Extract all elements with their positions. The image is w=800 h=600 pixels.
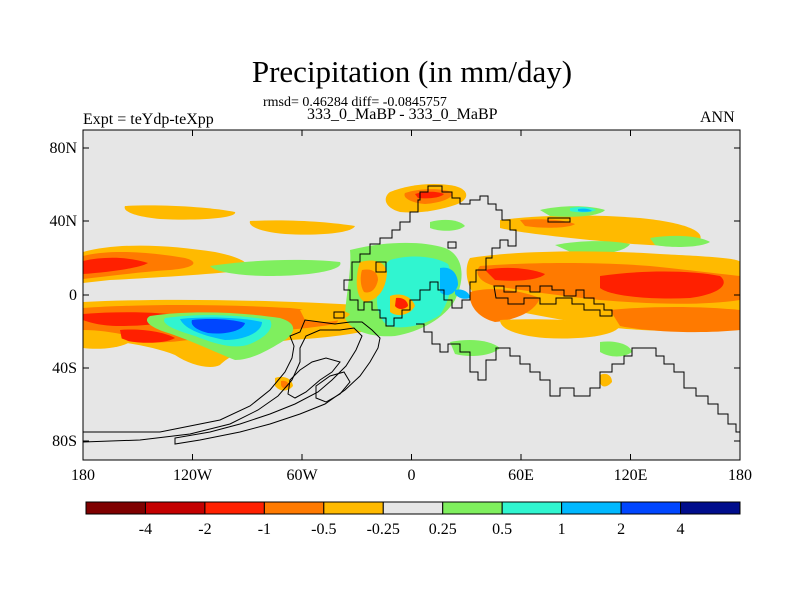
colorbar-label: -4 — [139, 521, 152, 538]
season-label: ANN — [700, 109, 735, 126]
coastline-north-island — [547, 217, 571, 223]
anomaly-north-green-belt — [210, 259, 341, 276]
lat-axis — [83, 147, 740, 442]
lon-label-60e: 60E — [508, 467, 534, 484]
colorbar-box — [620, 501, 682, 515]
lat-label-80s: 80S — [52, 433, 77, 450]
lat-label-40s: 40S — [52, 360, 77, 377]
coastline-south-inner-ring — [287, 357, 341, 399]
coastline-north-continent — [343, 185, 517, 327]
lon-labels: 180 120W 60W 0 60E 120E 180 — [71, 467, 752, 484]
anomaly-south-orange — [500, 319, 620, 339]
lon-axis — [82, 130, 741, 460]
colorbar-box — [263, 501, 325, 515]
colorbar: -4 -2 -1 -0.5 -0.25 0.25 0.5 1 2 4 — [85, 501, 741, 538]
coastline-south-inner-ring-2 — [315, 371, 351, 403]
colorbar-box — [144, 501, 206, 515]
anomaly-south-pacific-orange — [83, 335, 130, 349]
anomaly-south-small-orange-2 — [600, 373, 612, 387]
colorbar-label: -0.5 — [311, 521, 336, 538]
stats-line: rmsd= 0.46284 diff= -0.0845757 — [263, 95, 447, 110]
plot-subtitle: 333_0_MaBP - 333_0_MaBP — [307, 106, 498, 123]
coastline-east-islands — [493, 285, 613, 317]
anomaly-north-pacific-core — [83, 257, 148, 274]
colorbar-label: 2 — [617, 521, 625, 538]
colorbar-box — [501, 501, 563, 515]
colorbar-box — [561, 501, 622, 515]
colorbar-label: 4 — [677, 521, 685, 538]
anomaly-north-orange-belt — [124, 205, 236, 220]
coastline-south-continent-west — [82, 319, 381, 445]
anomaly-north-atlantic-green — [430, 219, 465, 231]
anomaly-east-core — [600, 271, 724, 299]
colorbar-box — [323, 501, 384, 515]
experiment-label: Expt = teYdp-teXpp — [83, 111, 214, 128]
lon-label-120w: 120W — [173, 467, 213, 484]
colorbar-label: -0.25 — [367, 521, 400, 538]
colorbar-label: -2 — [198, 521, 211, 538]
lon-label-0: 0 — [408, 467, 416, 484]
colorbar-label: 0.5 — [492, 521, 512, 538]
lat-label-40n: 40N — [49, 213, 77, 230]
plot-title: Precipitation (in mm/day) — [251, 54, 573, 89]
anomaly-east-red-south — [610, 307, 740, 333]
coastline-north-island-2 — [447, 241, 457, 249]
anomaly-south-pacific-core — [191, 319, 245, 334]
anomaly-equator-red — [485, 267, 545, 281]
lon-label-60w: 60W — [286, 467, 318, 484]
anomaly-west-africa-red — [395, 297, 408, 309]
colorbar-box — [85, 501, 146, 515]
lat-label-80n: 80N — [49, 140, 77, 157]
anomaly-north-green-asia — [555, 241, 630, 255]
coastline-south-island — [333, 311, 345, 319]
anomaly-central-blue-2 — [455, 289, 470, 299]
anomaly-asia-blue — [578, 208, 592, 212]
anomaly-central-blue — [440, 267, 458, 296]
anomaly-asia-red — [520, 219, 575, 228]
colorbar-label: -1 — [258, 521, 271, 538]
anomaly-field — [83, 184, 740, 391]
colorbar-label: 1 — [558, 521, 566, 538]
lon-label-180e: 180 — [728, 467, 752, 484]
coastline-south-continent-east — [416, 323, 740, 433]
anomaly-central-red — [360, 269, 378, 293]
colorbar-box — [382, 501, 444, 515]
anomaly-south-green — [600, 341, 632, 357]
colorbar-box — [442, 501, 503, 515]
anomaly-north-atlantic-core — [415, 191, 444, 199]
coastline-north-island-3 — [375, 261, 387, 273]
colorbar-box — [204, 501, 265, 515]
lon-label-180w: 180 — [71, 467, 95, 484]
colorbar-label: 0.25 — [429, 521, 457, 538]
coastlines — [82, 185, 740, 445]
anomaly-north-green-east — [650, 235, 710, 247]
lon-label-120e: 120E — [614, 467, 648, 484]
anomaly-north-orange-belt-2 — [249, 220, 355, 235]
colorbar-box — [680, 501, 741, 515]
lat-label-0: 0 — [69, 287, 77, 304]
anomaly-equatorial-core-2 — [120, 329, 175, 343]
lat-labels: 80N 40N 0 40S 80S — [49, 140, 77, 450]
anomaly-indian-orange — [469, 289, 540, 322]
